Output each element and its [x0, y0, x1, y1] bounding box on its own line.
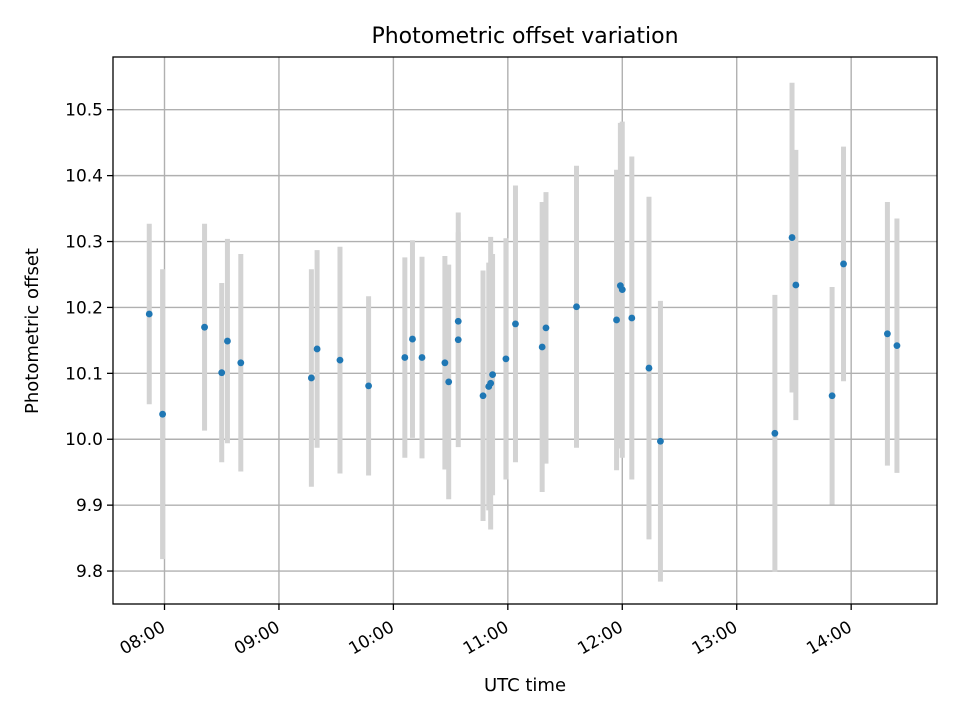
data-point	[409, 335, 416, 343]
data-point	[441, 359, 449, 367]
data-point	[792, 281, 800, 289]
data-point	[840, 260, 847, 268]
data-point	[307, 374, 315, 382]
data-point	[645, 364, 653, 372]
data-point	[418, 354, 426, 361]
x-axis-label: UTC time	[484, 675, 566, 696]
data-point	[454, 336, 462, 344]
chart-title: Photometric offset variation	[371, 24, 678, 49]
data-point	[218, 369, 226, 377]
data-point	[512, 320, 519, 328]
data-point	[893, 342, 901, 350]
y-tick-label: 9.8	[76, 562, 103, 582]
data-point	[224, 337, 231, 345]
y-tick-label: 10.3	[65, 233, 103, 253]
data-point	[401, 354, 409, 361]
y-axis-label: Photometric offset	[22, 248, 43, 414]
data-point	[657, 437, 664, 445]
data-point	[502, 355, 510, 363]
data-point	[489, 371, 496, 379]
plot-frame	[112, 56, 938, 605]
data-point	[159, 410, 166, 418]
y-tick-label: 10.5	[65, 101, 103, 121]
data-point	[613, 316, 620, 324]
data-point	[828, 392, 836, 400]
data-point	[336, 356, 344, 364]
data-point	[487, 379, 495, 387]
data-point	[201, 323, 208, 331]
data-point	[618, 286, 626, 294]
data-point	[628, 314, 636, 322]
y-tick-label: 10.4	[65, 167, 103, 187]
data-point	[573, 303, 580, 311]
y-tick-label: 10.0	[65, 430, 103, 450]
data-point	[538, 343, 546, 351]
data-point	[771, 429, 779, 437]
data-point	[145, 310, 153, 318]
data-point	[454, 317, 462, 325]
y-tick-label: 10.2	[65, 298, 103, 318]
data-point	[479, 392, 487, 400]
data-point	[542, 324, 550, 332]
y-tick-label: 9.9	[76, 496, 103, 516]
data-point	[237, 359, 245, 367]
data-point	[445, 378, 453, 386]
data-point	[365, 382, 372, 390]
point-layer	[145, 234, 901, 445]
y-tick-label: 10.1	[65, 364, 103, 384]
data-point	[313, 345, 321, 353]
data-point	[884, 330, 891, 338]
data-point	[788, 234, 796, 241]
